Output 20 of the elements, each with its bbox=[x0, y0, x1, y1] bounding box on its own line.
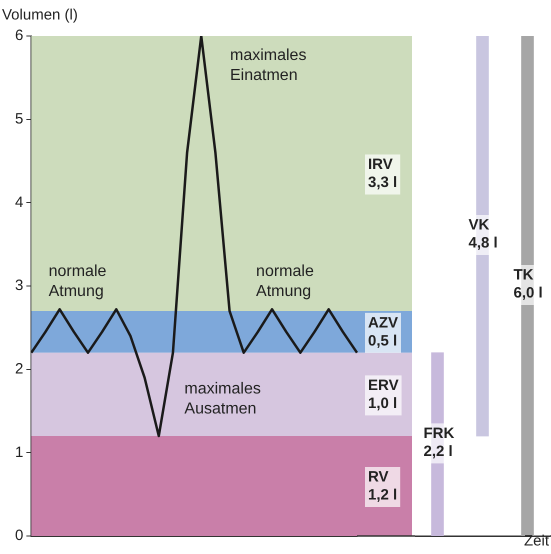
y-tick-label: 0 bbox=[15, 527, 24, 544]
data-label: TK 6,0 l bbox=[514, 266, 543, 302]
annotation: maximales Einatmen bbox=[230, 46, 306, 84]
band-label: AZV 0,5 l bbox=[368, 314, 398, 350]
y-tick-label: 2 bbox=[15, 360, 24, 378]
y-tick-label: 4 bbox=[15, 194, 24, 211]
data-label: FRK 2,2 l bbox=[424, 424, 454, 460]
band-label: IRV 3,3 l bbox=[368, 156, 398, 192]
annotation: normale Atmung bbox=[256, 262, 314, 300]
x-axis-title: Zeit bbox=[524, 532, 550, 550]
data-label: VK 4,8 l bbox=[468, 216, 498, 252]
y-tick-label: 3 bbox=[15, 277, 24, 294]
band-label: RV 1,2 l bbox=[368, 468, 398, 504]
band-label: ERV 1,0 l bbox=[368, 376, 399, 412]
y-axis-title: Volumen (l) bbox=[2, 6, 78, 24]
annotation: maximales Ausatmen bbox=[184, 380, 261, 418]
annotation: normale Atmung bbox=[48, 262, 107, 300]
y-tick-label: 6 bbox=[15, 27, 24, 44]
y-tick-label: 5 bbox=[15, 110, 24, 128]
y-tick-label: 1 bbox=[15, 444, 24, 461]
